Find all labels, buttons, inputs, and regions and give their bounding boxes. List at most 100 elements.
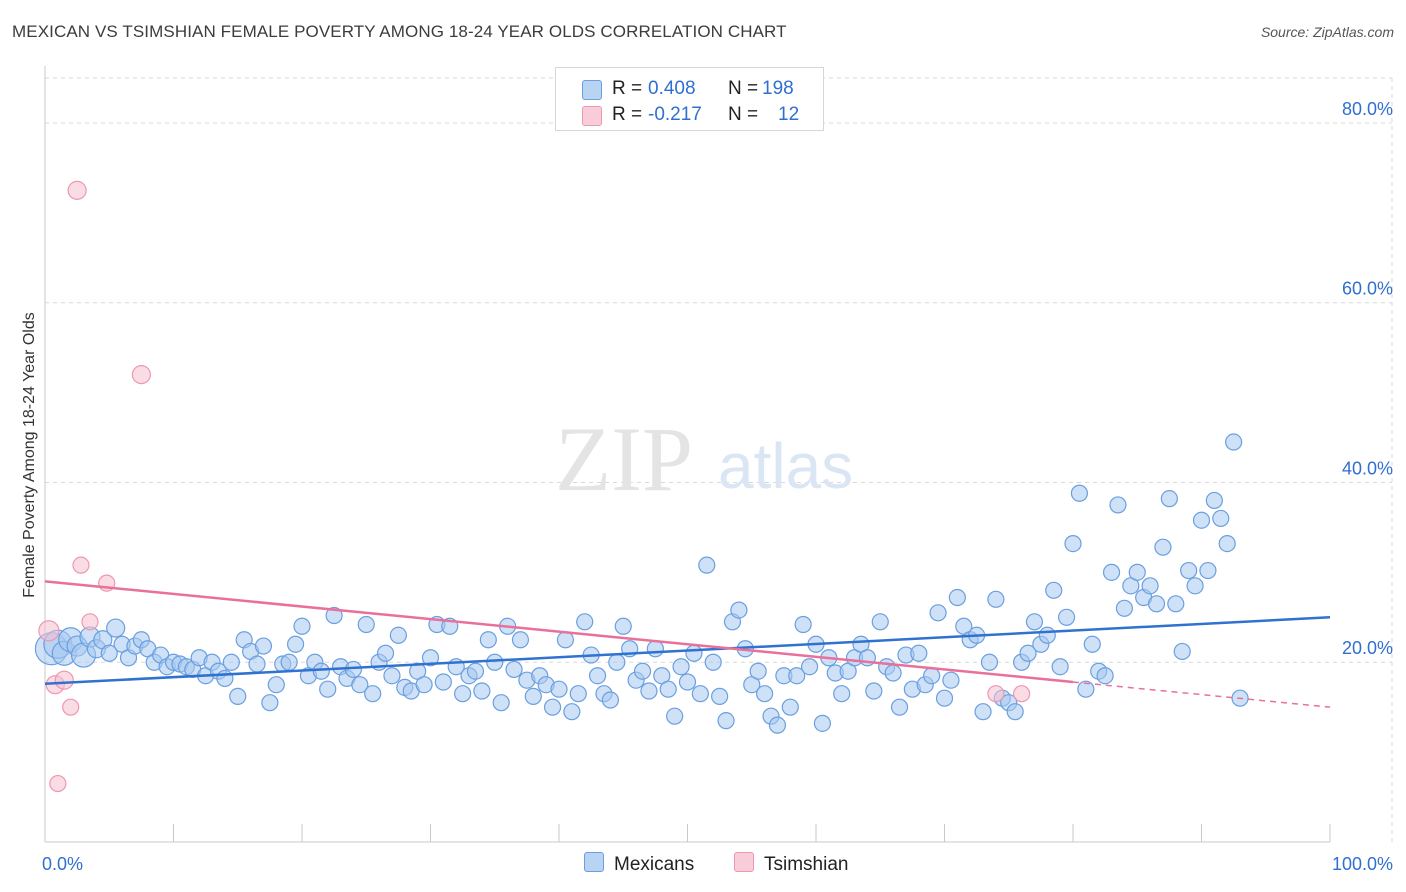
mexicans-point [556,631,575,649]
mexicans-point [794,615,812,634]
mexicans-point [1192,511,1211,529]
mexicans-point [524,687,542,705]
mexicans-point [389,626,407,644]
legend-row-tsimshian: R = -0.217 N = 12 [556,102,823,128]
bottom-legend-tsimshian: Tsimshian [734,852,848,876]
tsimshian-point [131,365,151,385]
tsimshian-point [1012,685,1031,703]
mexicans-point [717,712,735,730]
mexicans-point [980,653,999,671]
mexicans-point [312,662,330,680]
mexicans-point [948,588,966,607]
mexicans-point [479,631,497,649]
mexicans-point [1045,581,1063,599]
mexicans-point [755,685,774,703]
mexicans-point [267,676,285,694]
mexicans-point [569,685,587,703]
mexicans-point [511,631,530,649]
mexicans-point [865,682,883,700]
mexicans-point [486,653,504,671]
mexicans-point [640,682,658,700]
mexicans-point [280,653,298,671]
mexicans-point [711,687,729,705]
mexicans-point [492,694,510,712]
mexicans-point [678,673,697,691]
mexicans-point [344,660,362,679]
mexicans-point [1083,635,1101,653]
mexicans-point [473,682,491,700]
mexicans-trend-line [44,616,1331,686]
mexicans-point [884,664,902,682]
legend-r-label: R = [612,78,643,99]
legend-r-value: -0.217 [648,104,702,125]
mexicans-point [1186,577,1204,595]
legend-n-value: 12 [778,104,800,125]
mexicans-point [357,615,375,634]
mexicans-point [293,617,311,635]
axes-layer [44,66,1331,843]
x-tick-label: 0.0% [42,854,83,874]
mexicans-point [286,635,305,653]
mexicans-point [614,617,632,635]
mexicans-point [1128,563,1146,581]
mexicans-point [871,613,889,631]
bottom-legend-swatch-mexicans [584,852,604,872]
mexicans-point [698,556,716,574]
mexicans-point [659,680,677,698]
mexicans-point [576,613,594,631]
mexicans-point [563,703,581,721]
mexicans-point [1173,642,1191,661]
mexicans-point [685,644,703,662]
tick-labels: 20.0% 40.0% 60.0% 80.0% 0.0% 100.0% [42,99,1393,874]
mexicans-point [608,653,626,671]
mexicans-point [781,698,799,716]
tsimshian-point [81,613,99,631]
mexicans-point [466,662,485,680]
mexicans-point [550,680,568,698]
tsimshian-point [72,556,90,574]
mexicans-point [351,676,369,694]
mexicans-point [505,660,523,679]
tsimshian-point [62,698,80,716]
mexicans-point [543,698,562,716]
mexicans-point [248,655,266,673]
mexicans-point [1147,595,1166,613]
legend-r-label: R = [612,104,643,125]
mexicans-point [434,673,452,691]
mexicans-point [646,640,664,658]
mexicans-point [1160,490,1178,508]
mexicans-point [364,685,382,703]
y-tick-label: 60.0% [1342,279,1393,299]
mexicans-point [325,606,343,625]
legend-row-mexicans: R = 0.408 N = 198 [556,76,823,102]
mexicans-point [229,687,247,705]
mexicans-point [923,667,941,685]
mexicans-point [691,685,709,703]
mexicans-point [216,669,234,688]
mexicans-point [1064,534,1082,553]
mexicans-point [1199,561,1217,580]
mexicans-point [100,644,118,662]
mexicans-point [1057,608,1076,626]
mexicans-point [633,662,652,680]
y-tick-label: 80.0% [1342,99,1393,119]
y-tick-label: 40.0% [1342,458,1393,478]
tsimshian-point [54,670,74,690]
mexicans-point [704,653,722,671]
mexicans-point [1025,613,1044,631]
mexicans-point [749,662,767,680]
bottom-legend-label-mexicans: Mexicans [614,854,695,875]
mexicans-point [1109,496,1127,514]
legend-swatch-mexicans [582,80,602,100]
mexicans-point [910,644,928,662]
bottom-legend-swatch-tsimshian [734,852,754,872]
mexicans-point [730,601,748,619]
mexicans-point [601,691,620,709]
watermark-atlas: atlas [718,430,853,502]
mexicans-point [929,604,947,622]
mexicans-point [800,658,819,676]
mexicans-point [833,685,851,703]
x-tick-label: 100.0% [1332,854,1393,874]
legend-n-value: 198 [762,78,794,99]
